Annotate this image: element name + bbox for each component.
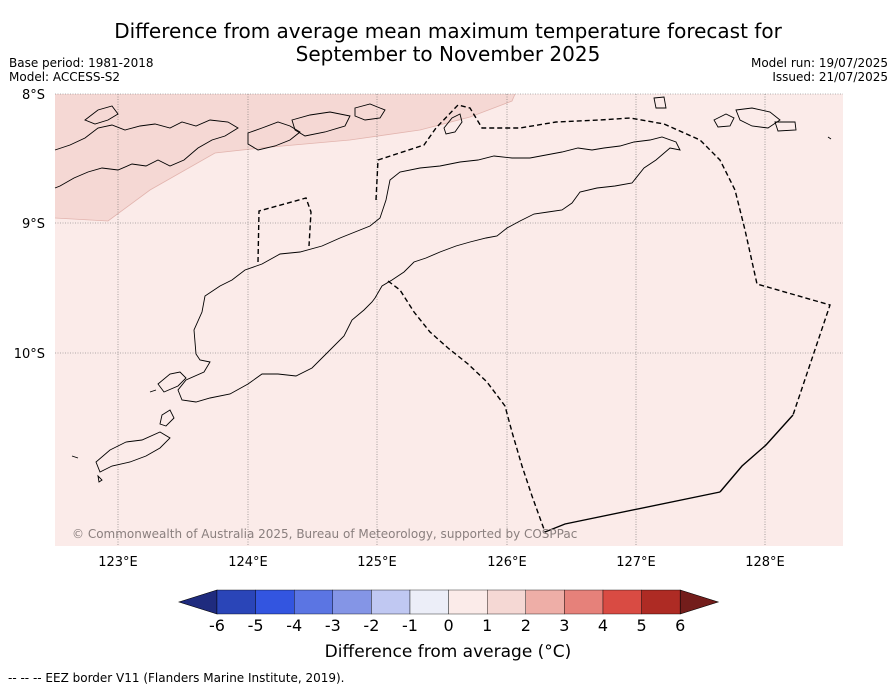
chart-title: Difference from average mean maximum tem… bbox=[0, 20, 896, 66]
lon-label-128e: 128°E bbox=[745, 555, 785, 570]
colorbar-tick-label: 5 bbox=[637, 616, 647, 635]
footer-note: -- -- -- EEZ border V11 (Flanders Marine… bbox=[8, 671, 345, 685]
anomaly-band-1-2 bbox=[55, 94, 515, 221]
lat-labels: 8°S 9°S 10°S bbox=[14, 88, 45, 362]
colorbar-segment bbox=[294, 589, 334, 615]
colorbar-segment bbox=[216, 589, 256, 615]
colorbar-segment bbox=[448, 589, 488, 615]
colorbar-tick-label: 4 bbox=[598, 616, 608, 635]
colorbar-segment bbox=[487, 589, 527, 615]
model-run: Model run: 19/07/2025 bbox=[750, 56, 888, 70]
lon-labels: 123°E 124°E 125°E 126°E 127°E 128°E bbox=[98, 555, 785, 570]
colorbar-segment bbox=[525, 589, 565, 615]
colorbar-tick-label: 1 bbox=[482, 616, 492, 635]
timor-coast bbox=[177, 136, 681, 403]
lon-label-126e: 126°E bbox=[487, 555, 527, 570]
flores-coast bbox=[54, 119, 239, 189]
copyright-text: © Commonwealth of Australia 2025, Bureau… bbox=[72, 527, 577, 541]
coastlines bbox=[54, 96, 832, 483]
model-name: Model: ACCESS-S2 bbox=[9, 70, 121, 84]
colorbar-segment bbox=[409, 589, 449, 615]
meta-left: Base period: 1981-2018 Model: ACCESS-S2 bbox=[9, 56, 154, 84]
colorbar-label: Difference from average (°C) bbox=[324, 642, 572, 662]
gridlines bbox=[55, 93, 843, 546]
colorbar-arrow-low bbox=[178, 589, 218, 615]
colorbar-tick-label: 3 bbox=[559, 616, 569, 635]
colorbar-tick-label: -5 bbox=[248, 616, 264, 635]
colorbar-tick-label: 0 bbox=[444, 616, 454, 635]
colorbar-segment bbox=[641, 589, 681, 615]
issued-date: Issued: 21/07/2025 bbox=[772, 70, 888, 84]
lat-label-9s: 9°S bbox=[22, 217, 45, 232]
base-period: Base period: 1981-2018 bbox=[9, 56, 154, 70]
colorbar-arrow-high bbox=[679, 589, 720, 615]
colorbar-tick-label: 6 bbox=[675, 616, 685, 635]
band-boundary bbox=[54, 93, 516, 222]
colorbar-tick-label: 2 bbox=[521, 616, 531, 635]
colorbar-segment bbox=[602, 589, 642, 615]
colorbar bbox=[178, 589, 720, 615]
colorbar-ticks: -6 -5 -4 -3 -2 -1 0 1 2 3 4 5 6 bbox=[209, 616, 685, 635]
colorbar-tick-label: -1 bbox=[402, 616, 418, 635]
colorbar-segment bbox=[371, 589, 411, 615]
lon-label-125e: 125°E bbox=[357, 555, 397, 570]
colorbar-segment bbox=[255, 589, 295, 615]
title-line-2: September to November 2025 bbox=[295, 42, 601, 66]
colorbar-segment bbox=[332, 589, 372, 615]
title-line-1: Difference from average mean maximum tem… bbox=[114, 19, 782, 43]
colorbar-tick-label: -4 bbox=[286, 616, 302, 635]
eez-borders bbox=[257, 104, 831, 533]
lon-label-124e: 124°E bbox=[228, 555, 268, 570]
colorbar-segment bbox=[564, 589, 604, 615]
lat-label-8s: 8°S bbox=[22, 88, 45, 103]
colorbar-tick-label: -3 bbox=[325, 616, 341, 635]
lon-label-123e: 123°E bbox=[98, 555, 138, 570]
lon-label-127e: 127°E bbox=[616, 555, 656, 570]
colorbar-tick-label: -6 bbox=[209, 616, 225, 635]
lat-label-10s: 10°S bbox=[14, 347, 45, 362]
colorbar-tick-label: -2 bbox=[363, 616, 379, 635]
meta-right: Model run: 19/07/2025 Issued: 21/07/2025 bbox=[751, 56, 888, 84]
